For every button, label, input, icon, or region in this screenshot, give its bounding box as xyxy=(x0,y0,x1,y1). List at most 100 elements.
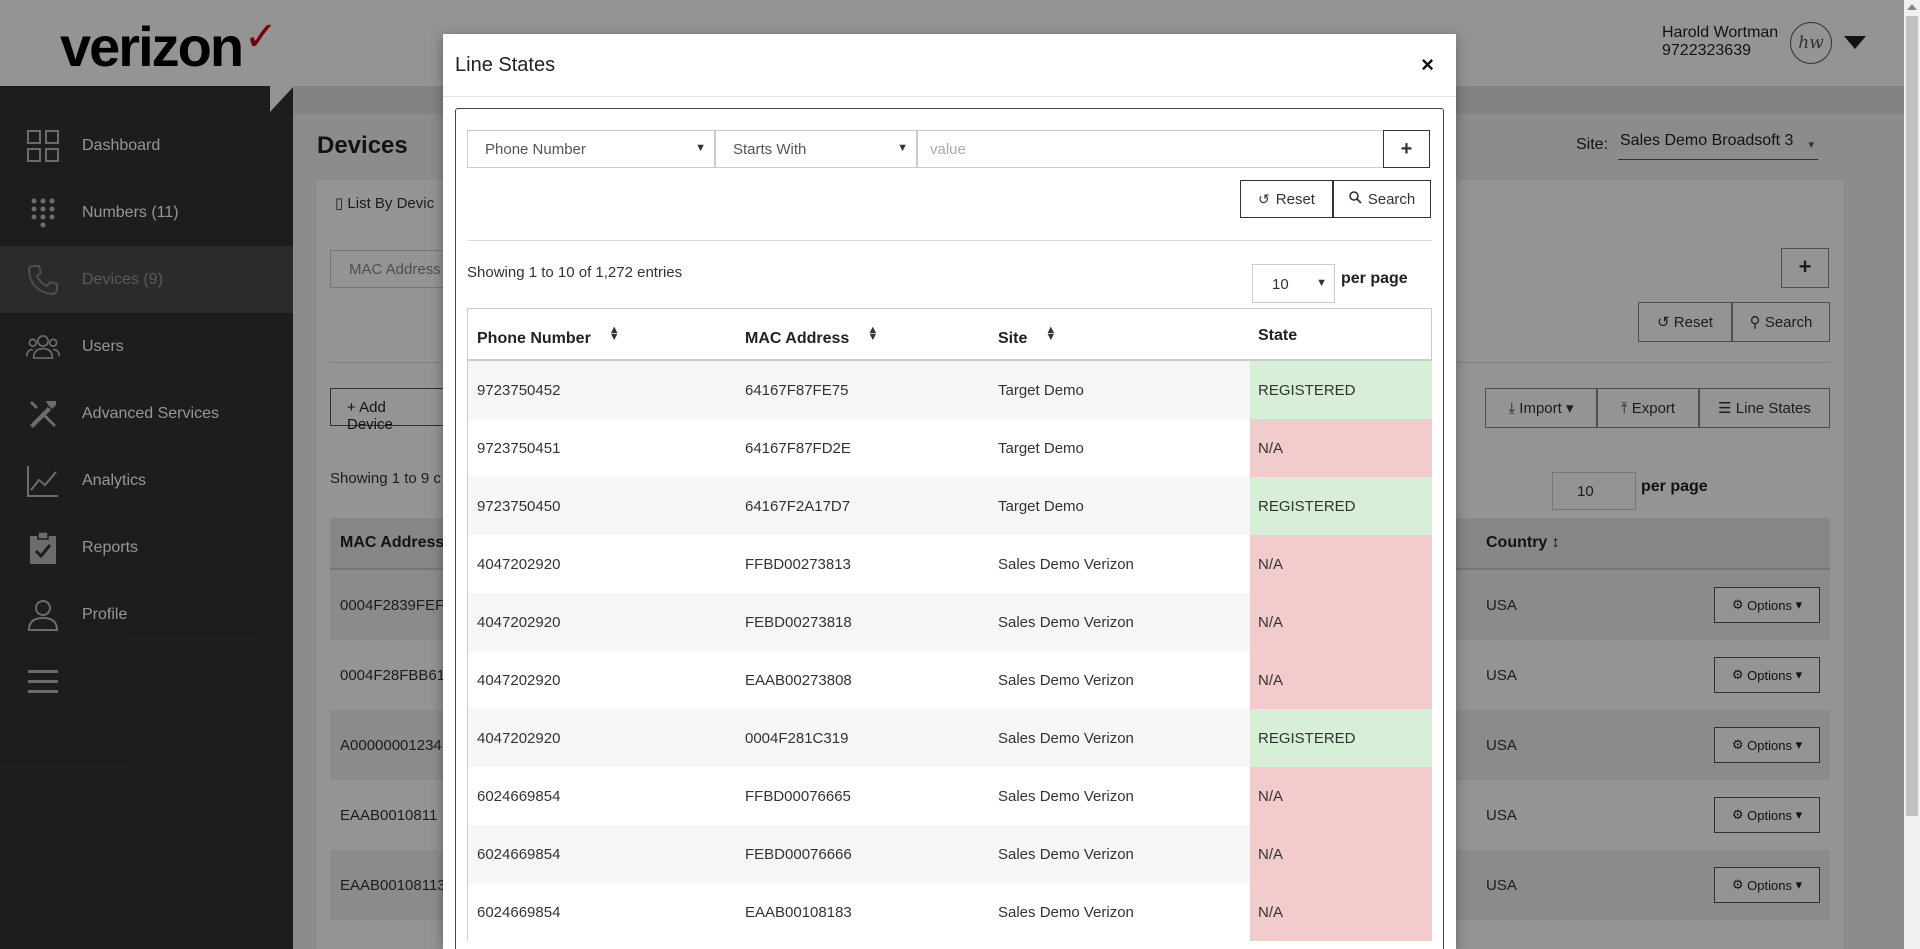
line-states-modal: Line States × Phone Number ▼ Starts With… xyxy=(443,34,1456,949)
options-button[interactable]: ⚙ Options ▾ xyxy=(1714,657,1820,693)
tab-label: List By Devic xyxy=(347,195,435,212)
state-label: REGISTERED xyxy=(1258,730,1356,747)
cell-mac-address: 64167F87FE75 xyxy=(745,382,849,399)
cell-mac-address: EAAB00108183 xyxy=(745,904,852,921)
device-country: USA xyxy=(1486,667,1517,684)
cell-state: N/A xyxy=(1250,825,1432,883)
verizon-logo[interactable]: verizon✓ xyxy=(60,15,278,78)
sidebar-item-label: Reports xyxy=(82,538,139,556)
device-mac: A00000001234 xyxy=(340,737,442,754)
cell-phone-number: 6024669854 xyxy=(477,904,561,921)
options-label: Options xyxy=(1747,877,1792,893)
sidebar-item-numbers[interactable]: Numbers (11) xyxy=(0,179,293,246)
column-header-phone-number[interactable]: Phone Number ▲ ▼ xyxy=(477,324,620,348)
phone-icon xyxy=(26,263,60,297)
column-header-label: MAC Address xyxy=(745,330,850,347)
per-page-select[interactable]: 10 ▼ xyxy=(1252,264,1335,303)
devices-reset-button[interactable]: ↺ Reset xyxy=(1638,302,1732,342)
cell-phone-number: 6024669854 xyxy=(477,788,561,805)
options-button[interactable]: ⚙ Options ▾ xyxy=(1714,727,1820,763)
scrollbar-thumb[interactable] xyxy=(1906,16,1918,816)
user-menu-caret-icon[interactable] xyxy=(1844,36,1866,49)
add-device-button[interactable]: + Add Device xyxy=(330,388,450,433)
site-select[interactable]: Sales Demo Broadsoft 3 xyxy=(1618,132,1818,160)
search-label: Search xyxy=(1764,313,1813,331)
table-row: 4047202920 EAAB00273808 Sales Demo Veriz… xyxy=(468,651,1432,709)
column-header-mac-address[interactable]: MAC Address ▲ ▼ xyxy=(745,325,878,348)
options-button[interactable]: ⚙ Options ▾ xyxy=(1714,797,1820,833)
sidebar-item-analytics[interactable]: Analytics xyxy=(0,447,293,514)
scroll-up-arrow-icon[interactable] xyxy=(1907,4,1917,10)
export-label: Export xyxy=(1631,399,1676,417)
export-button[interactable]: ⤒ Export xyxy=(1597,388,1699,428)
sidebar-menu-toggle[interactable] xyxy=(0,648,293,715)
options-label: Options xyxy=(1747,667,1792,683)
sidebar-item-label: Profile xyxy=(82,605,128,623)
grid-icon xyxy=(26,129,60,163)
sort-icon: ▲ ▼ xyxy=(1045,324,1057,343)
state-label: REGISTERED xyxy=(1258,498,1356,515)
cell-state: N/A xyxy=(1250,767,1432,825)
cell-state: REGISTERED xyxy=(1250,477,1432,535)
keypad-icon xyxy=(26,196,60,230)
devices-per-page-select[interactable]: 10 xyxy=(1552,472,1636,510)
cell-phone-number: 4047202920 xyxy=(477,730,561,747)
state-label: REGISTERED xyxy=(1258,382,1356,399)
cell-mac-address: 64167F87FD2E xyxy=(745,440,851,457)
line-states-button[interactable]: ☰ Line States xyxy=(1699,388,1830,428)
devices-search-button[interactable]: ⚲ Search xyxy=(1732,302,1830,342)
modal-title: Line States xyxy=(455,54,556,76)
cell-mac-address: 0004F281C319 xyxy=(745,730,849,747)
sidebar-item-profile[interactable]: Profile xyxy=(0,581,293,648)
sidebar-item-devices[interactable]: Devices (9) xyxy=(0,246,293,313)
tools-icon xyxy=(26,397,60,431)
close-icon[interactable]: × xyxy=(1421,52,1434,77)
sidebar-item-label: Advanced Services xyxy=(82,404,219,422)
sidebar-item-label: Dashboard xyxy=(82,136,161,154)
table-row: 9723750452 64167F87FE75 Target Demo REGI… xyxy=(468,361,1432,419)
sort-icon: ▲ ▼ xyxy=(608,324,620,343)
cell-phone-number: 9723750451 xyxy=(477,440,561,457)
state-label: N/A xyxy=(1258,556,1284,573)
state-label: N/A xyxy=(1258,614,1284,631)
device-country: USA xyxy=(1486,807,1517,824)
sidebar-item-label: Analytics xyxy=(82,471,147,489)
cell-state: N/A xyxy=(1250,593,1432,651)
devices-per-page-label: per page xyxy=(1641,478,1708,495)
cell-phone-number: 6024669854 xyxy=(477,846,561,863)
sidebar-item-reports[interactable]: Reports xyxy=(0,514,293,581)
filter-field-select[interactable]: Phone Number ▼ xyxy=(467,130,715,168)
devices-add-filter-button[interactable]: + xyxy=(1781,248,1829,288)
device-mac: 0004F2839FEF xyxy=(340,597,445,614)
cell-phone-number: 9723750452 xyxy=(477,382,561,399)
column-header-site[interactable]: Site ▲ ▼ xyxy=(998,324,1057,348)
modal-header: Line States × xyxy=(443,34,1456,97)
device-mac: 0004F28FBB61 xyxy=(340,667,446,684)
column-header-state: State xyxy=(1258,327,1298,344)
sidebar-item-advanced-services[interactable]: Advanced Services xyxy=(0,380,293,447)
options-button[interactable]: ⚙ Options ▾ xyxy=(1714,867,1820,903)
cell-site: Sales Demo Verizon xyxy=(998,614,1134,631)
add-filter-button[interactable]: + xyxy=(1383,130,1430,168)
cell-site: Sales Demo Verizon xyxy=(998,846,1134,863)
cell-site: Sales Demo Verizon xyxy=(998,788,1134,805)
cell-mac-address: FEBD00076666 xyxy=(745,846,852,863)
per-page-label: per page xyxy=(1341,270,1408,287)
table-row: 6024669854 EAAB00108183 Sales Demo Veriz… xyxy=(468,883,1432,941)
filter-operator-select[interactable]: Starts With ▼ xyxy=(715,130,917,168)
filter-value-input[interactable] xyxy=(917,130,1385,168)
import-button[interactable]: ⤓ Import ▾ xyxy=(1485,388,1597,428)
sidebar-item-users[interactable]: Users xyxy=(0,313,293,380)
state-label: N/A xyxy=(1258,788,1284,805)
column-header-mac[interactable]: MAC Address xyxy=(340,534,445,551)
search-button[interactable]: Search xyxy=(1333,180,1431,218)
options-button[interactable]: ⚙ Options ▾ xyxy=(1714,587,1820,623)
tab-list-by-device[interactable]: ▯ List By Devic xyxy=(317,180,477,226)
sidebar-item-label: Devices (9) xyxy=(82,270,163,288)
reset-button[interactable]: ↺ Reset xyxy=(1240,180,1333,218)
table-row: 9723750451 64167F87FD2E Target Demo N/A xyxy=(468,419,1432,477)
avatar[interactable]: hw xyxy=(1790,22,1832,64)
sidebar-item-dashboard[interactable]: Dashboard xyxy=(0,112,293,179)
column-header-country[interactable]: Country ↕ xyxy=(1486,534,1560,552)
cell-site: Target Demo xyxy=(998,498,1084,515)
